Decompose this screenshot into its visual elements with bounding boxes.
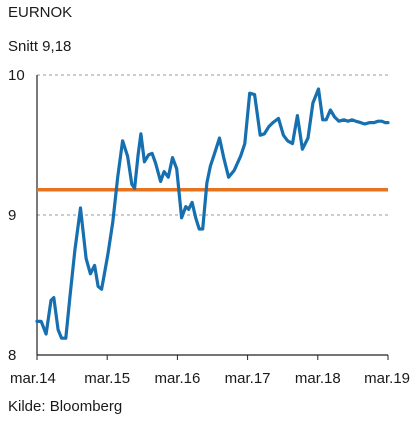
- x-tick-label: mar.17: [225, 370, 271, 387]
- x-tick-labels: mar.14 mar.15 mar.16 mar.17 mar.18 mar.19: [10, 370, 410, 387]
- x-tick-label: mar.18: [295, 370, 341, 387]
- series-layer: [35, 87, 390, 340]
- x-tick-label: mar.19: [364, 370, 410, 387]
- x-tick-label: mar.15: [84, 370, 130, 387]
- source-note: Kilde: Bloomberg: [8, 398, 123, 415]
- x-tick-label: mar.16: [154, 370, 200, 387]
- chart-title: EURNOK: [8, 4, 73, 21]
- x-tick-label: mar.14: [10, 370, 56, 387]
- y-tick-label: 9: [8, 207, 16, 224]
- y-tick-label: 8: [8, 347, 16, 364]
- y-tick-label: 10: [8, 67, 25, 84]
- chart-subtitle: Snitt 9,18: [8, 38, 72, 55]
- y-tick-labels: 8 9 10: [8, 67, 25, 364]
- axes: [36, 75, 389, 360]
- gridlines: [37, 74, 388, 216]
- series-line-eurnok: [35, 87, 390, 340]
